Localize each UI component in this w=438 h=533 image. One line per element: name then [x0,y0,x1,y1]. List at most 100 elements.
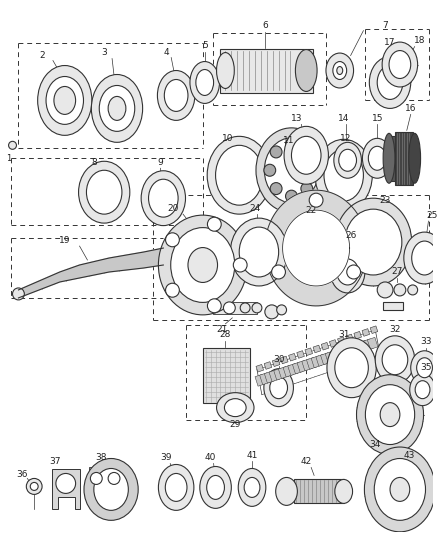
Text: 1: 1 [6,154,11,163]
Text: 14: 14 [337,114,349,123]
Bar [345,334,353,342]
Ellipse shape [381,42,417,87]
Ellipse shape [158,464,194,511]
Ellipse shape [195,69,213,95]
Ellipse shape [336,259,358,285]
Bar [369,326,377,334]
Circle shape [207,299,221,313]
Text: 13: 13 [290,114,301,123]
Ellipse shape [409,374,434,406]
Circle shape [300,146,312,158]
Ellipse shape [46,77,83,124]
Ellipse shape [367,147,385,170]
Ellipse shape [255,128,326,213]
Ellipse shape [238,469,265,506]
Bar [353,342,363,354]
Circle shape [165,283,179,297]
Ellipse shape [295,50,316,92]
Ellipse shape [224,399,246,417]
Bar [321,342,328,350]
Ellipse shape [330,251,364,293]
Text: 41: 41 [246,451,257,460]
Circle shape [346,265,360,279]
Ellipse shape [283,126,328,184]
Ellipse shape [215,146,262,205]
Circle shape [165,233,179,247]
Bar [306,357,316,369]
Text: 16: 16 [404,104,416,113]
Ellipse shape [334,198,411,286]
Ellipse shape [382,133,394,183]
Ellipse shape [403,232,438,284]
Text: 24: 24 [249,204,260,213]
Bar [353,332,360,339]
Bar [361,329,369,336]
Ellipse shape [362,139,391,178]
Ellipse shape [269,377,287,399]
Ellipse shape [334,480,352,503]
Text: 42: 42 [300,457,311,466]
Polygon shape [282,210,349,286]
Ellipse shape [364,447,434,532]
Ellipse shape [381,345,407,375]
Bar [254,374,265,386]
Bar [334,348,344,360]
Ellipse shape [158,215,247,315]
Bar [311,356,321,368]
Bar [283,365,293,377]
Ellipse shape [334,348,367,387]
Circle shape [223,302,235,314]
Text: 9: 9 [157,158,163,167]
Text: 32: 32 [389,325,400,334]
Ellipse shape [336,67,342,75]
Bar [328,340,336,348]
Circle shape [307,164,318,176]
Circle shape [285,190,297,202]
Ellipse shape [344,209,401,275]
Text: 33: 33 [420,337,431,346]
Text: 10: 10 [221,134,233,143]
Ellipse shape [333,142,360,178]
Bar [382,302,402,310]
Bar [288,353,296,361]
Text: 21: 21 [216,325,228,334]
Bar [315,354,326,366]
Ellipse shape [91,75,142,142]
Bar [329,350,339,361]
Circle shape [285,139,297,150]
Bar [264,362,271,369]
Ellipse shape [389,478,409,502]
Bar [388,136,396,181]
Text: 36: 36 [17,470,28,479]
Bar [287,364,298,375]
Ellipse shape [207,136,271,214]
Circle shape [251,303,261,313]
Text: 27: 27 [390,268,402,277]
Ellipse shape [141,171,185,225]
Ellipse shape [86,170,122,214]
Bar [320,353,330,365]
Ellipse shape [230,218,287,286]
Circle shape [376,282,392,298]
Text: 18: 18 [413,36,424,45]
Ellipse shape [264,138,318,203]
Ellipse shape [379,402,399,426]
Circle shape [276,305,286,315]
Circle shape [393,284,405,296]
Bar [202,348,250,402]
Bar [339,346,349,359]
Ellipse shape [199,466,231,508]
Circle shape [264,305,278,319]
Ellipse shape [314,139,371,211]
Circle shape [240,303,250,313]
Ellipse shape [410,351,437,385]
Text: 30: 30 [272,356,284,364]
Text: 35: 35 [420,363,431,372]
Bar [259,373,270,385]
Ellipse shape [374,458,424,520]
Text: 6: 6 [261,21,267,30]
Ellipse shape [108,96,126,120]
Bar [357,341,367,352]
Polygon shape [52,470,79,510]
Bar [297,360,307,373]
